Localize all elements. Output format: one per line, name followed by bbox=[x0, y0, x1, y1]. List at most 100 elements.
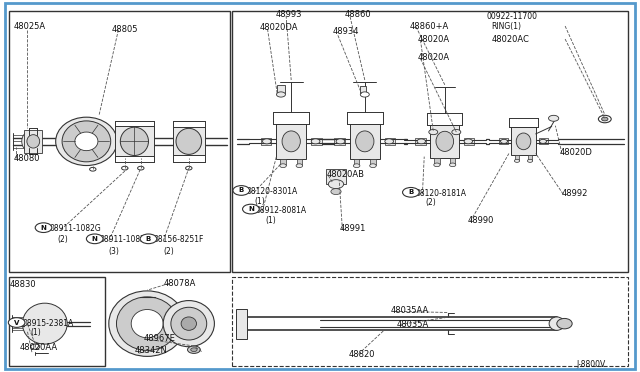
Ellipse shape bbox=[163, 301, 214, 347]
Ellipse shape bbox=[296, 164, 303, 168]
Ellipse shape bbox=[331, 189, 341, 195]
Ellipse shape bbox=[515, 159, 520, 162]
Circle shape bbox=[8, 318, 25, 327]
Ellipse shape bbox=[176, 128, 202, 154]
Text: (2): (2) bbox=[163, 247, 174, 256]
Bar bbox=[277, 85, 285, 93]
Bar bbox=[385, 138, 396, 145]
Ellipse shape bbox=[328, 180, 344, 189]
Ellipse shape bbox=[27, 135, 40, 148]
Circle shape bbox=[233, 186, 250, 195]
Ellipse shape bbox=[122, 166, 128, 170]
Ellipse shape bbox=[417, 139, 426, 144]
Text: (3): (3) bbox=[109, 247, 120, 256]
Text: 00922-11700: 00922-11700 bbox=[486, 12, 538, 21]
Ellipse shape bbox=[516, 133, 531, 150]
Text: 48991: 48991 bbox=[339, 224, 365, 233]
Text: (1): (1) bbox=[266, 216, 276, 225]
Bar bbox=[236, 309, 247, 339]
Ellipse shape bbox=[598, 115, 611, 123]
Text: 48080: 48080 bbox=[14, 154, 40, 163]
Text: (1): (1) bbox=[255, 197, 266, 206]
Ellipse shape bbox=[35, 311, 54, 337]
Bar bbox=[9, 11, 230, 272]
Text: 48805: 48805 bbox=[112, 25, 138, 34]
Text: 48020D: 48020D bbox=[560, 148, 593, 157]
Text: (2): (2) bbox=[426, 198, 436, 207]
Ellipse shape bbox=[171, 307, 207, 340]
Ellipse shape bbox=[353, 164, 360, 168]
Circle shape bbox=[140, 234, 157, 244]
Ellipse shape bbox=[188, 346, 200, 353]
Ellipse shape bbox=[62, 121, 111, 162]
Bar bbox=[511, 128, 536, 155]
Bar bbox=[311, 138, 322, 145]
Ellipse shape bbox=[452, 129, 461, 135]
Bar bbox=[260, 138, 271, 145]
Bar bbox=[297, 159, 302, 165]
Text: V: V bbox=[14, 320, 19, 326]
Bar bbox=[280, 159, 286, 165]
Ellipse shape bbox=[449, 163, 456, 167]
Ellipse shape bbox=[80, 119, 93, 164]
Text: 48020A: 48020A bbox=[417, 53, 449, 62]
Bar bbox=[349, 124, 380, 159]
Ellipse shape bbox=[22, 133, 32, 150]
Text: 48342N: 48342N bbox=[134, 346, 167, 355]
Bar bbox=[9, 277, 105, 366]
Bar bbox=[430, 125, 460, 158]
Text: N: N bbox=[40, 225, 47, 231]
Bar bbox=[415, 138, 426, 145]
Text: 48020AC: 48020AC bbox=[492, 35, 529, 44]
Ellipse shape bbox=[385, 139, 394, 144]
Circle shape bbox=[86, 234, 103, 244]
Text: 48020DA: 48020DA bbox=[259, 23, 298, 32]
Text: J-8800V: J-8800V bbox=[576, 360, 605, 369]
Text: 48020A: 48020A bbox=[417, 35, 449, 44]
Text: 48020AA: 48020AA bbox=[19, 343, 58, 352]
Text: 48078A: 48078A bbox=[163, 279, 196, 288]
Ellipse shape bbox=[336, 139, 345, 144]
Ellipse shape bbox=[370, 164, 376, 168]
Ellipse shape bbox=[138, 166, 144, 170]
Ellipse shape bbox=[31, 344, 40, 349]
Text: 48035AA: 48035AA bbox=[390, 306, 429, 315]
Ellipse shape bbox=[436, 131, 454, 151]
Circle shape bbox=[35, 223, 52, 232]
Bar bbox=[370, 159, 376, 165]
Bar bbox=[276, 124, 307, 159]
Bar bbox=[173, 127, 205, 155]
Text: 48992: 48992 bbox=[561, 189, 588, 198]
Ellipse shape bbox=[540, 140, 547, 143]
Bar bbox=[360, 86, 366, 93]
Text: 08915-2381A: 08915-2381A bbox=[22, 319, 74, 328]
Ellipse shape bbox=[548, 115, 559, 121]
Text: N: N bbox=[92, 236, 98, 242]
Bar bbox=[464, 138, 474, 145]
Ellipse shape bbox=[56, 117, 117, 166]
Ellipse shape bbox=[557, 318, 572, 329]
Ellipse shape bbox=[191, 348, 197, 352]
Ellipse shape bbox=[429, 129, 438, 135]
Circle shape bbox=[243, 204, 259, 214]
Text: 48025A: 48025A bbox=[14, 22, 46, 31]
Bar bbox=[450, 158, 455, 164]
Text: B: B bbox=[146, 236, 151, 242]
Bar bbox=[499, 138, 508, 144]
Bar bbox=[515, 155, 519, 160]
Bar bbox=[435, 158, 440, 164]
Bar bbox=[354, 159, 359, 165]
Ellipse shape bbox=[120, 127, 148, 155]
Text: 48860: 48860 bbox=[344, 10, 371, 19]
Text: 48934: 48934 bbox=[333, 27, 359, 36]
Text: 08120-8181A: 08120-8181A bbox=[416, 189, 467, 198]
Ellipse shape bbox=[282, 131, 300, 152]
Text: 48830: 48830 bbox=[10, 280, 36, 289]
Ellipse shape bbox=[90, 167, 96, 171]
Ellipse shape bbox=[500, 140, 508, 143]
Bar bbox=[326, 169, 346, 184]
Text: RING(1): RING(1) bbox=[492, 22, 522, 31]
Text: (1): (1) bbox=[31, 328, 42, 337]
Ellipse shape bbox=[131, 310, 163, 338]
Ellipse shape bbox=[186, 166, 192, 170]
